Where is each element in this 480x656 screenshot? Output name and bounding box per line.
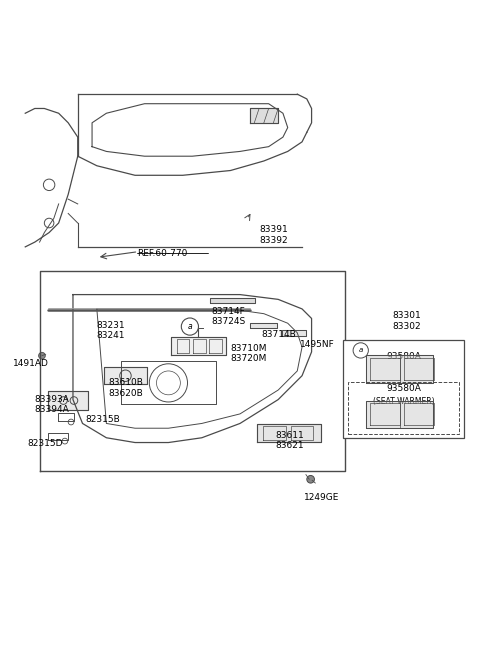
Text: 93580A: 93580A	[386, 352, 421, 361]
Text: a: a	[359, 348, 363, 354]
Text: 83231
83241: 83231 83241	[97, 321, 125, 340]
Text: a: a	[188, 322, 192, 331]
Text: 93580A: 93580A	[386, 384, 421, 393]
Text: 1249GE: 1249GE	[304, 493, 340, 502]
Circle shape	[353, 343, 368, 358]
Text: 83611
83621: 83611 83621	[276, 430, 304, 450]
Polygon shape	[366, 355, 433, 383]
Circle shape	[181, 318, 199, 335]
Polygon shape	[48, 391, 88, 410]
Text: 1491AD: 1491AD	[13, 359, 49, 368]
Polygon shape	[210, 298, 255, 302]
Text: 83301
83302: 83301 83302	[393, 312, 421, 331]
Polygon shape	[282, 330, 306, 336]
Polygon shape	[250, 108, 278, 123]
Text: 82315B: 82315B	[85, 415, 120, 424]
Text: 83714B: 83714B	[262, 331, 296, 339]
Text: REF.60-770: REF.60-770	[137, 249, 188, 258]
Text: 83710M
83720M: 83710M 83720M	[230, 344, 267, 363]
Circle shape	[307, 476, 314, 483]
Text: (SEAT WARMER): (SEAT WARMER)	[372, 398, 434, 406]
Text: 83391
83392: 83391 83392	[259, 226, 288, 245]
Circle shape	[38, 352, 45, 359]
Text: 83610B
83620B: 83610B 83620B	[109, 378, 144, 398]
Polygon shape	[171, 337, 226, 355]
Polygon shape	[104, 367, 147, 384]
Polygon shape	[251, 323, 277, 328]
Polygon shape	[257, 424, 321, 441]
Bar	[348, 382, 458, 434]
Text: 83393A
83394A: 83393A 83394A	[35, 395, 70, 414]
Bar	[343, 340, 464, 438]
Text: 1495NF: 1495NF	[300, 340, 335, 349]
Text: 82315D: 82315D	[28, 439, 63, 447]
Text: 83714F
83724S: 83714F 83724S	[211, 306, 246, 326]
Polygon shape	[366, 401, 433, 428]
